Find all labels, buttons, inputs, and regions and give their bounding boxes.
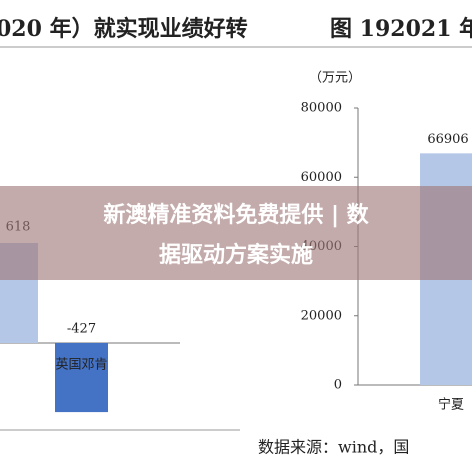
header-right: 图 192021 年 bbox=[330, 16, 472, 42]
footer: 数据来源：wind，国 bbox=[258, 438, 409, 457]
header-left: 020 年）就实现业绩好转 bbox=[0, 16, 248, 42]
y-tick-label: 60000 bbox=[301, 170, 342, 185]
banner-line: 新澳精准资料免费提供 | 数 bbox=[103, 202, 369, 228]
y-tick-label: 0 bbox=[334, 378, 342, 393]
value-label: -427 bbox=[67, 322, 96, 337]
banner-line: 据驱动方案实施 bbox=[159, 242, 313, 268]
category-label: 宁夏 bbox=[438, 397, 464, 413]
y-tick-label: 20000 bbox=[301, 308, 342, 323]
value-label: 66906 bbox=[427, 132, 468, 147]
banner bbox=[0, 186, 472, 280]
unit-label: （万元） bbox=[309, 71, 361, 86]
bar bbox=[55, 343, 108, 413]
category-label: 英国邓肯 bbox=[55, 358, 107, 373]
y-tick-label: 80000 bbox=[301, 101, 342, 116]
